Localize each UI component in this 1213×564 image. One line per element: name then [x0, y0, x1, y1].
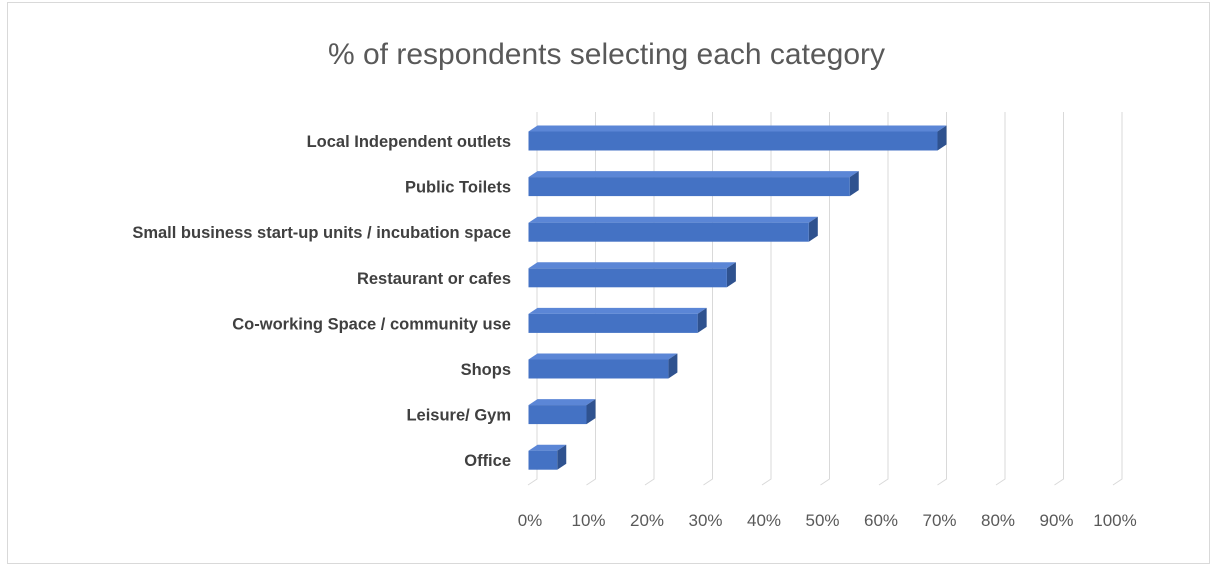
x-tick-label: 0% — [518, 511, 543, 530]
gridline — [1054, 112, 1064, 486]
chart: % of respondents selecting each category… — [7, 2, 1210, 564]
gridline — [820, 112, 830, 486]
bar-side-face — [697, 307, 707, 333]
gridline — [703, 112, 713, 486]
bar — [528, 450, 558, 470]
category-label: Small business start-up units / incubati… — [132, 224, 511, 242]
bar-top-face — [528, 216, 818, 223]
x-tick-label: 20% — [630, 511, 664, 530]
x-tick-label: 30% — [688, 511, 722, 530]
bar — [528, 359, 669, 379]
bar-top-face — [528, 125, 947, 132]
gridline — [644, 112, 655, 486]
x-tick-label: 60% — [864, 511, 898, 530]
category-label: Public Toilets — [405, 179, 511, 197]
gridline — [937, 112, 947, 486]
gridline — [586, 112, 596, 486]
bar-side-face — [586, 399, 596, 425]
category-label: Restaurant or cafes — [357, 270, 511, 288]
category-label: Co-working Space / community use — [232, 315, 511, 333]
gridline — [1112, 112, 1123, 486]
bar — [528, 268, 727, 288]
bar-side-face — [937, 125, 947, 151]
bar-side-face — [557, 444, 567, 470]
category-label: Leisure/ Gym — [406, 407, 511, 425]
chart-title: % of respondents selecting each category — [327, 38, 885, 71]
x-tick-label: 100% — [1093, 511, 1136, 530]
x-tick-label: 70% — [922, 511, 956, 530]
plot-area: 0% 10% 20% 30% 40% 50% 60% 70% 80% 90% 100% Local I… — [132, 112, 1137, 530]
bar-side-face — [849, 171, 859, 197]
bar-top-face — [528, 353, 678, 360]
category-label: Office — [464, 452, 511, 470]
bar-top-face — [528, 399, 596, 406]
bar — [528, 405, 587, 425]
category-label: Shops — [461, 361, 511, 379]
category-label: Local Independent outlets — [307, 133, 511, 151]
gridline — [527, 112, 538, 486]
gridline — [878, 112, 889, 486]
bar — [528, 131, 938, 151]
x-tick-label: 50% — [805, 511, 839, 530]
x-tick-label: 10% — [571, 511, 605, 530]
bar-top-face — [528, 171, 859, 178]
bar-side-face — [668, 353, 678, 379]
x-tick-label: 40% — [747, 511, 781, 530]
bar-side-face — [808, 216, 818, 242]
bar-top-face — [528, 307, 707, 314]
gridline — [995, 112, 1006, 486]
bar — [528, 177, 850, 197]
bar-top-face — [528, 444, 567, 451]
bar-top-face — [528, 262, 736, 269]
bar-side-face — [726, 262, 736, 288]
x-tick-label: 80% — [981, 511, 1015, 530]
bar — [528, 222, 809, 242]
bar — [528, 313, 698, 333]
gridline — [761, 112, 772, 486]
x-tick-label: 90% — [1039, 511, 1073, 530]
